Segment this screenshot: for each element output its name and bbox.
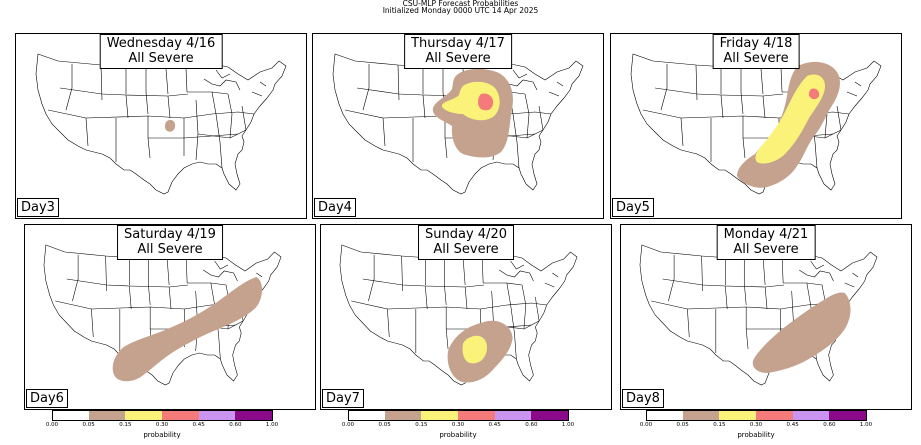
colorbar-tick-label: 1.00 <box>265 422 279 428</box>
colorbar-tick-label: 1.00 <box>561 422 575 428</box>
colorbar-tick-label: 0.30 <box>155 422 169 428</box>
colorbar-tick-label: 0.60 <box>823 422 836 428</box>
panel-day5: Friday 4/18 All Severe Day5 <box>610 33 902 219</box>
day-label: Day8 <box>622 389 664 408</box>
colorbar-segment <box>384 410 422 421</box>
colorbar-label: probability <box>143 431 181 439</box>
figure-title: CSU-MLP Forecast Probabilities <box>402 0 519 8</box>
panel-title: Saturday 4/19 All Severe <box>117 225 223 260</box>
day-label: Day3 <box>17 198 59 217</box>
panel-day3: Wednesday 4/16 All Severe Day3 <box>15 33 307 219</box>
map-day7 <box>339 244 578 386</box>
colorbar-segment <box>125 410 162 421</box>
panel-day8: Monday 4/21 All Severe Day8 <box>620 224 912 410</box>
colorbar-tick-label: 0.45 <box>786 422 799 428</box>
colorbar-segment <box>682 410 720 421</box>
day-label: Day6 <box>26 389 68 408</box>
severe-probability-area <box>447 320 513 383</box>
colorbar-segment <box>756 410 793 421</box>
colorbar-tick-label: 0.00 <box>45 422 59 428</box>
map-day5 <box>630 53 882 195</box>
panel-day4: Thursday 4/17 All Severe Day4 <box>312 33 604 219</box>
panel-day6: Saturday 4/19 All Severe Day6 <box>24 224 316 410</box>
panel-title: Sunday 4/20 All Severe <box>418 225 514 260</box>
colorbar-tick-label: 0.05 <box>82 422 95 428</box>
colorbar-segment <box>646 410 684 421</box>
colorbar-tick-label: 0.05 <box>378 422 391 428</box>
colorbar-tick-label: 0.15 <box>415 422 428 428</box>
map-day4 <box>332 53 584 195</box>
map-day8 <box>639 244 878 386</box>
colorbar-label: probability <box>439 431 477 439</box>
colorbar-segment <box>421 410 458 421</box>
colorbar-tick-label: 0.15 <box>119 422 132 428</box>
colorbar-segment <box>719 410 756 421</box>
colorbar-segment <box>494 410 532 421</box>
colorbar-tick-label: 0.00 <box>639 422 653 428</box>
panel-title: Monday 4/21 All Severe <box>716 225 816 260</box>
severe-probability-area <box>737 61 840 188</box>
colorbar-tick-label: 0.45 <box>488 422 501 428</box>
colorbar-tick-label: 0.30 <box>749 422 763 428</box>
map-day3 <box>35 53 287 195</box>
panel-day7: Sunday 4/20 All Severe Day7 <box>320 224 612 410</box>
day-label: Day7 <box>322 389 364 408</box>
colorbar-tick-label: 1.00 <box>859 422 873 428</box>
colorbar-tick-label: 0.00 <box>341 422 355 428</box>
colorbar-bottom-center: 0.00 0.05 0.15 0.30 0.45 0.60 1.00 probability <box>342 410 574 444</box>
colorbar-bottom-right: 0.00 0.05 0.15 0.30 0.45 0.60 1.00 probability <box>640 410 872 444</box>
colorbar-tick-label: 0.05 <box>676 422 689 428</box>
colorbar-segment <box>348 410 386 421</box>
panel-title: Friday 4/18 All Severe <box>712 34 800 69</box>
colorbar-tick-label: 0.60 <box>525 422 538 428</box>
severe-probability-area <box>164 119 176 132</box>
severe-probability-area <box>112 277 263 382</box>
map-day6 <box>43 244 282 386</box>
colorbar-segment <box>88 410 126 421</box>
colorbar-segment <box>198 410 236 421</box>
colorbar-segment <box>162 410 199 421</box>
colorbar-segment <box>792 410 830 421</box>
severe-probability-area <box>432 68 513 158</box>
panel-title: Thursday 4/17 All Severe <box>404 34 512 69</box>
day-label: Day5 <box>612 198 654 217</box>
panel-title: Wednesday 4/16 All Severe <box>99 34 223 69</box>
severe-probability-area <box>752 292 851 373</box>
colorbar-segment <box>235 410 273 421</box>
colorbar-bottom-left: 0.00 0.05 0.15 0.30 0.45 0.60 1.00 probability <box>46 410 278 444</box>
colorbar-tick-label: 0.60 <box>229 422 242 428</box>
colorbar-tick-label: 0.45 <box>192 422 205 428</box>
colorbar-segment <box>531 410 569 421</box>
colorbar-tick-label: 0.30 <box>451 422 465 428</box>
colorbar-segment <box>458 410 495 421</box>
colorbar-tick-label: 0.15 <box>713 422 726 428</box>
colorbar-label: probability <box>737 431 775 439</box>
colorbar-segment <box>52 410 90 421</box>
colorbar-segment <box>829 410 867 421</box>
figure-subtitle: Initialized Monday 0000 UTC 14 Apr 2025 <box>382 6 539 15</box>
day-label: Day4 <box>314 198 356 217</box>
